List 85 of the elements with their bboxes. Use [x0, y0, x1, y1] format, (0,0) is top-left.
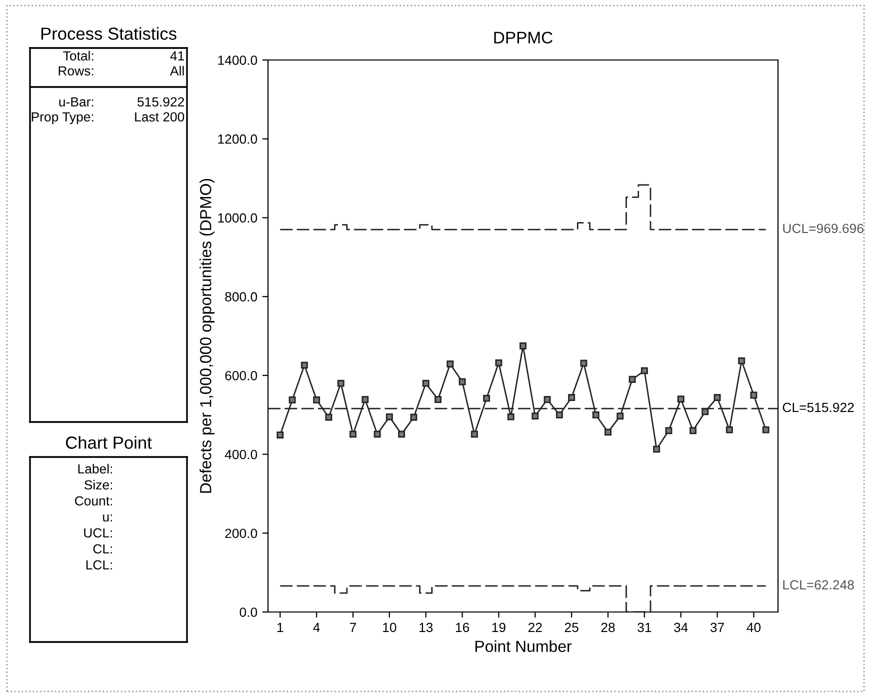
x-tick-label: 4 — [313, 622, 320, 632]
text: u-Bar: — [59, 97, 94, 107]
point — [507, 413, 514, 420]
point — [750, 392, 758, 399]
point — [653, 446, 660, 453]
y-tick-label: 1400.0 — [218, 56, 258, 65]
y-tick-label: 1000.0 — [218, 213, 258, 223]
point — [313, 396, 320, 404]
point — [483, 394, 490, 402]
point — [325, 414, 332, 421]
point — [677, 396, 684, 403]
point — [726, 426, 733, 434]
point — [544, 396, 551, 403]
text: Count: — [75, 496, 112, 506]
point — [495, 359, 502, 366]
point — [568, 394, 576, 401]
text: 41 — [170, 51, 184, 60]
point — [690, 427, 696, 434]
point — [628, 376, 636, 383]
y-tick-label: 1200.0 — [218, 134, 258, 144]
text: LCL: — [86, 560, 112, 570]
point — [362, 396, 369, 403]
point — [640, 367, 648, 374]
point — [532, 412, 539, 420]
point — [446, 360, 454, 368]
point — [386, 413, 393, 420]
x-tick-label: 25 — [564, 622, 578, 632]
point — [470, 430, 478, 438]
x-tick-label: 13 — [420, 622, 433, 632]
text: All — [170, 66, 184, 76]
point — [410, 414, 418, 421]
point — [350, 430, 356, 438]
text: Size: — [84, 480, 112, 490]
y-tick-label: 200.0 — [225, 528, 258, 538]
y-tick-label: 800.0 — [225, 292, 258, 302]
text: Total: — [63, 50, 94, 61]
x-tick-label: 37 — [710, 622, 724, 632]
point — [434, 396, 442, 403]
text: CL: — [93, 544, 112, 554]
y-tick-label: 0.0 — [240, 608, 258, 617]
x-tick-label: 31 — [638, 622, 652, 632]
text: Rows: — [58, 66, 94, 76]
point — [762, 426, 770, 434]
x-tick-label: 40 — [746, 622, 761, 632]
x-tick-label: 1 — [277, 622, 284, 632]
point — [276, 431, 284, 438]
y-tick-label: 600.0 — [225, 370, 258, 380]
x-tick-label: 28 — [601, 622, 615, 632]
point — [520, 342, 526, 350]
point — [556, 411, 563, 418]
text: Chart Point — [66, 436, 152, 449]
x-tick-label: 22 — [528, 622, 542, 632]
chart-title: DPPMC — [494, 32, 552, 44]
point — [604, 428, 612, 436]
text: Prop Type: — [32, 112, 94, 124]
text: 515.922 — [137, 97, 184, 107]
point — [580, 360, 588, 367]
point — [738, 357, 746, 364]
x-tick-label: 34 — [674, 622, 688, 632]
x-tick-label: 7 — [350, 622, 356, 632]
point — [458, 378, 466, 386]
y-axis-title: Defects per 1,000,000 opportunities (DPMO) — [200, 178, 214, 493]
x-tick-label: 16 — [456, 622, 470, 632]
x-tick-label: 19 — [492, 622, 506, 632]
point — [422, 380, 430, 387]
text: Last 200 — [135, 112, 184, 122]
text: Label: — [78, 464, 112, 474]
point — [714, 394, 721, 401]
point — [374, 430, 381, 438]
point — [665, 427, 672, 434]
text: Process Statistics — [41, 27, 176, 40]
point — [592, 411, 600, 418]
point — [337, 380, 344, 387]
series-label: UCL=969.696 — [783, 224, 864, 234]
x-tick-label: 10 — [383, 622, 396, 632]
text: UCL: — [84, 528, 112, 538]
point — [300, 362, 308, 369]
y-tick-label: 400.0 — [224, 450, 258, 460]
point — [288, 396, 296, 404]
point — [398, 430, 406, 438]
ref-line-label: CL=515.922 — [782, 402, 854, 412]
text: u: — [103, 514, 112, 522]
point — [616, 412, 624, 420]
x-axis-title: Point Number — [475, 640, 572, 652]
series-label: LCL=62.248 — [783, 580, 854, 590]
